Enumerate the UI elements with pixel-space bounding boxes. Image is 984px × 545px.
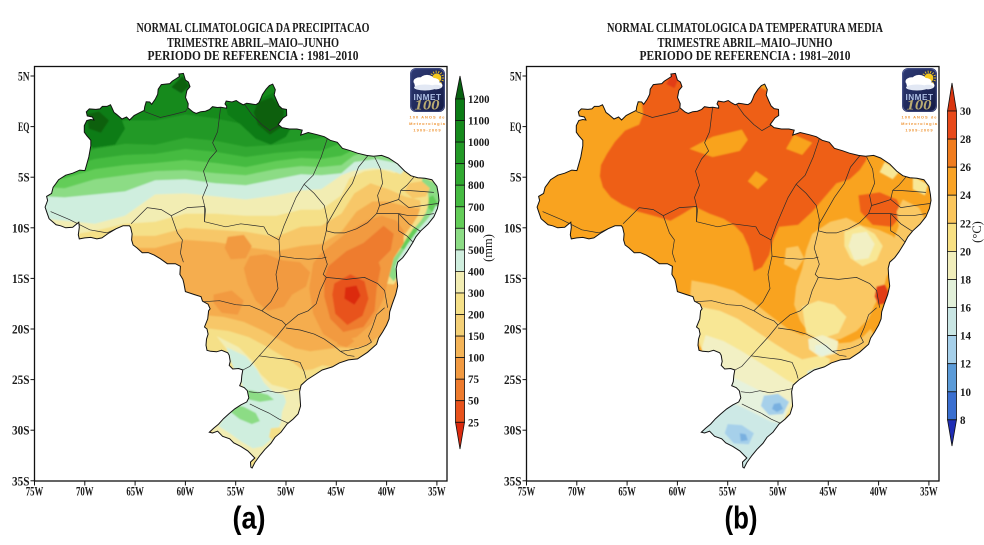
svg-text:45W: 45W: [820, 485, 838, 499]
svg-text:10: 10: [960, 387, 971, 399]
svg-text:1909-2009: 1909-2009: [413, 128, 441, 133]
svg-text:50W: 50W: [277, 485, 295, 499]
svg-text:300: 300: [468, 288, 485, 300]
svg-text:65W: 65W: [126, 485, 144, 499]
svg-text:INMET: INMET: [906, 92, 934, 102]
svg-text:1200: 1200: [468, 94, 490, 106]
svg-text:1100: 1100: [468, 116, 490, 128]
svg-text:20S: 20S: [12, 323, 30, 337]
svg-text:5N: 5N: [18, 70, 30, 84]
svg-text:55W: 55W: [719, 485, 737, 499]
svg-text:100 ANOS de: 100 ANOS de: [410, 115, 446, 120]
svg-text:(°C): (°C): [970, 221, 984, 243]
svg-text:200: 200: [468, 310, 485, 322]
svg-text:400: 400: [468, 266, 485, 278]
svg-text:8: 8: [960, 415, 966, 427]
svg-text:26: 26: [960, 162, 971, 174]
svg-text:5N: 5N: [510, 70, 522, 84]
svg-text:14: 14: [960, 331, 971, 343]
svg-text:150: 150: [468, 331, 485, 343]
svg-text:(mm): (mm): [481, 234, 495, 262]
svg-text:35S: 35S: [504, 474, 522, 488]
svg-text:20: 20: [960, 246, 971, 258]
svg-text:40W: 40W: [378, 485, 396, 499]
svg-text:100: 100: [907, 98, 933, 114]
svg-text:70W: 70W: [76, 485, 94, 499]
svg-text:NORMAL CLIMATOLOGICA DA PRECIP: NORMAL CLIMATOLOGICA DA PRECIPITACAO: [137, 20, 370, 35]
svg-text:100 ANOS de: 100 ANOS de: [902, 115, 938, 120]
svg-text:75: 75: [468, 374, 479, 386]
svg-text:EQ: EQ: [18, 120, 30, 134]
svg-text:10S: 10S: [504, 221, 522, 235]
svg-text:50: 50: [468, 396, 479, 408]
svg-text:25S: 25S: [504, 373, 522, 387]
svg-text:NORMAL CLIMATOLOGICA DA TEMPER: NORMAL CLIMATOLOGICA DA TEMPERATURA MEDI…: [607, 20, 883, 35]
svg-text:600: 600: [468, 223, 485, 235]
svg-text:TRIMESTRE ABRIL–MAIO–JUNHO: TRIMESTRE ABRIL–MAIO–JUNHO: [167, 35, 339, 50]
svg-text:Meteorologia: Meteorologia: [901, 121, 938, 126]
svg-text:EQ: EQ: [510, 120, 522, 134]
svg-text:65W: 65W: [618, 485, 636, 499]
svg-text:(b): (b): [725, 500, 758, 536]
svg-text:100: 100: [415, 98, 441, 114]
svg-text:1909-2009: 1909-2009: [905, 128, 933, 133]
svg-text:10S: 10S: [12, 221, 30, 235]
svg-text:45W: 45W: [328, 485, 346, 499]
svg-text:500: 500: [468, 245, 485, 257]
svg-text:15S: 15S: [504, 272, 522, 286]
svg-text:75W: 75W: [26, 485, 44, 499]
svg-text:12: 12: [960, 359, 971, 371]
svg-text:30: 30: [960, 106, 971, 118]
svg-text:30S: 30S: [504, 424, 522, 438]
svg-text:60W: 60W: [669, 485, 687, 499]
svg-text:35W: 35W: [920, 485, 938, 499]
svg-text:24: 24: [960, 190, 971, 202]
svg-text:50W: 50W: [769, 485, 787, 499]
svg-text:(a): (a): [233, 500, 266, 536]
svg-text:15S: 15S: [12, 272, 30, 286]
svg-text:18: 18: [960, 275, 971, 287]
svg-text:INMET: INMET: [414, 92, 442, 102]
svg-text:900: 900: [468, 159, 485, 171]
svg-text:60W: 60W: [177, 485, 195, 499]
svg-text:Meteorologia: Meteorologia: [409, 121, 446, 126]
svg-text:35S: 35S: [12, 474, 30, 488]
svg-text:28: 28: [960, 134, 971, 146]
svg-text:22: 22: [960, 218, 971, 230]
svg-text:55W: 55W: [227, 485, 245, 499]
svg-text:20S: 20S: [504, 323, 522, 337]
svg-text:30S: 30S: [12, 424, 30, 438]
svg-text:16: 16: [960, 303, 971, 315]
svg-text:TRIMESTRE ABRIL–MAIO–JUNHO: TRIMESTRE ABRIL–MAIO–JUNHO: [658, 35, 833, 50]
svg-text:700: 700: [468, 202, 485, 214]
svg-text:40W: 40W: [870, 485, 888, 499]
svg-text:100: 100: [468, 353, 485, 365]
svg-text:5S: 5S: [18, 171, 30, 185]
svg-text:PERIODO DE REFERENCIA : 1981–2: PERIODO DE REFERENCIA : 1981–2010: [640, 48, 851, 63]
svg-text:25: 25: [468, 417, 479, 429]
svg-text:35W: 35W: [428, 485, 446, 499]
svg-text:70W: 70W: [568, 485, 586, 499]
svg-text:25S: 25S: [12, 373, 30, 387]
svg-text:800: 800: [468, 180, 485, 192]
svg-text:75W: 75W: [518, 485, 536, 499]
svg-text:1000: 1000: [468, 137, 490, 149]
svg-text:PERIODO DE REFERENCIA : 1981–2: PERIODO DE REFERENCIA : 1981–2010: [148, 48, 359, 63]
svg-text:5S: 5S: [510, 171, 522, 185]
